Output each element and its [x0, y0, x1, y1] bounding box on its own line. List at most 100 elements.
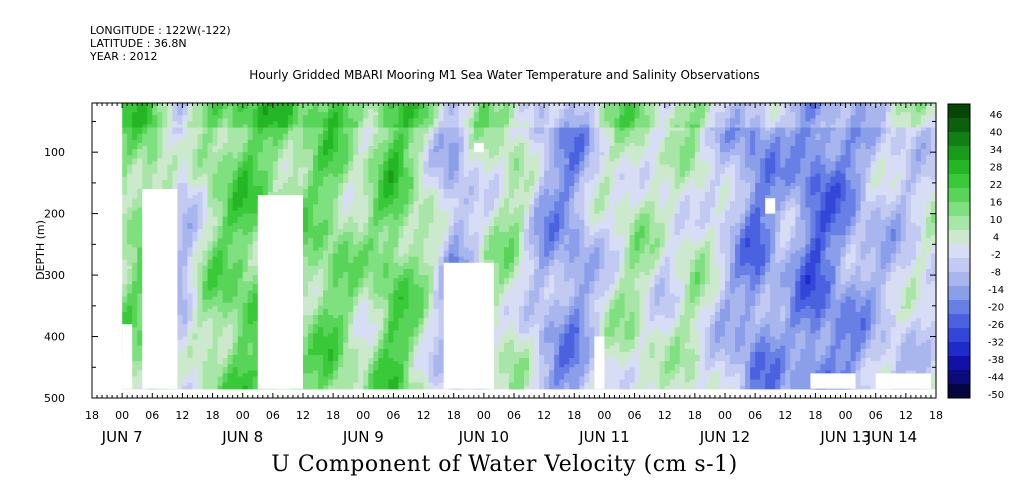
heatmap-cell [308, 112, 314, 116]
heatmap-cell [232, 305, 239, 310]
heatmap-cell [237, 373, 244, 378]
heatmap-cell [242, 296, 249, 301]
heatmap-cell [127, 130, 133, 135]
heatmap-cell [192, 308, 199, 313]
heatmap-cell [373, 106, 379, 110]
heatmap-cell [358, 155, 364, 159]
heatmap-cell [353, 376, 359, 381]
heatmap-cell [323, 370, 329, 375]
heatmap-cell [132, 364, 138, 368]
heatmap-cell [142, 115, 148, 119]
heatmap-cell [207, 281, 214, 285]
heatmap-cell [197, 225, 204, 230]
heatmap-cell [282, 170, 289, 175]
heatmap-cell [157, 167, 163, 172]
heatmap-cell [147, 130, 153, 135]
heatmap-cell [358, 379, 364, 384]
heatmap-cell [197, 256, 204, 261]
heatmap-cell [247, 118, 254, 123]
heatmap-cell [378, 189, 384, 193]
heatmap-cell [167, 118, 173, 123]
heatmap-cell [197, 232, 204, 236]
heatmap-cell [187, 315, 194, 319]
heatmap-cell [127, 189, 133, 193]
heatmap-cell [247, 290, 254, 295]
heatmap-cell [373, 155, 379, 159]
heatmap-cell [303, 152, 309, 156]
heatmap-cell [292, 158, 299, 162]
heatmap-cell [197, 146, 204, 150]
heatmap-cell [313, 348, 319, 353]
heatmap-cell [187, 127, 194, 132]
heatmap-cell [122, 136, 128, 141]
heatmap-cell [242, 106, 249, 110]
heatmap-cell [353, 293, 359, 298]
heatmap-cell [368, 293, 374, 298]
heatmap-cell [162, 161, 168, 166]
heatmap-cell [242, 115, 249, 119]
heatmap-cell [313, 232, 319, 236]
heatmap-cell [127, 293, 133, 298]
heatmap-cell [182, 198, 189, 202]
heatmap-cell [232, 299, 239, 304]
heatmap-cell [343, 330, 349, 335]
heatmap-cell [232, 311, 239, 316]
heatmap-cell [227, 333, 234, 338]
heatmap-cell [132, 216, 138, 221]
heatmap-cell [132, 318, 138, 322]
heatmap-cell [212, 275, 219, 279]
heatmap-cell [217, 121, 224, 126]
heatmap-cell [187, 213, 194, 218]
heatmap-cell [353, 167, 359, 172]
heatmap-cell [222, 364, 229, 368]
heatmap-cell [132, 207, 138, 212]
heatmap-cell [137, 311, 143, 316]
heatmap-cell [303, 164, 309, 169]
heatmap-cell [192, 136, 199, 141]
heatmap-cell [308, 124, 314, 129]
heatmap-cell [222, 235, 229, 239]
heatmap-cell [308, 235, 314, 239]
heatmap-cell [277, 136, 284, 141]
heatmap-cell [212, 121, 219, 126]
heatmap-cell [378, 247, 384, 252]
heatmap-cell [247, 327, 254, 331]
heatmap-cell [348, 127, 354, 132]
heatmap-cell [252, 385, 259, 390]
heatmap-cell [182, 228, 189, 233]
heatmap-cell [328, 296, 334, 301]
heatmap-cell [368, 161, 374, 166]
heatmap-cell [373, 272, 379, 276]
heatmap-cell [222, 189, 229, 193]
heatmap-cell [287, 167, 294, 172]
heatmap-cell [247, 272, 254, 276]
heatmap-cell [373, 127, 379, 132]
heatmap-cell [318, 361, 324, 365]
heatmap-cell [222, 170, 229, 175]
heatmap-cell [287, 136, 294, 141]
heatmap-cell [182, 213, 189, 218]
heatmap-cell [252, 207, 259, 212]
heatmap-cell [378, 136, 384, 141]
heatmap-cell [157, 121, 163, 126]
heatmap-cell [222, 106, 229, 110]
heatmap-cell [363, 158, 369, 162]
heatmap-cell [222, 238, 229, 242]
heatmap-cell [217, 256, 224, 261]
heatmap-cell [378, 342, 384, 347]
heatmap-cell [202, 373, 209, 378]
heatmap-cell [152, 118, 158, 123]
heatmap-cell [212, 265, 219, 270]
heatmap-cell [318, 149, 324, 153]
heatmap-cell [348, 311, 354, 316]
heatmap-cell [192, 152, 199, 156]
heatmap-cell [137, 296, 143, 301]
heatmap-cell [333, 345, 339, 350]
heatmap-cell [313, 219, 319, 224]
heatmap-cell [348, 182, 354, 187]
heatmap-cell [353, 219, 359, 224]
heatmap-cell [232, 139, 239, 144]
heatmap-cell [333, 318, 339, 322]
heatmap-cell [343, 103, 349, 107]
heatmap-cell [378, 348, 384, 353]
